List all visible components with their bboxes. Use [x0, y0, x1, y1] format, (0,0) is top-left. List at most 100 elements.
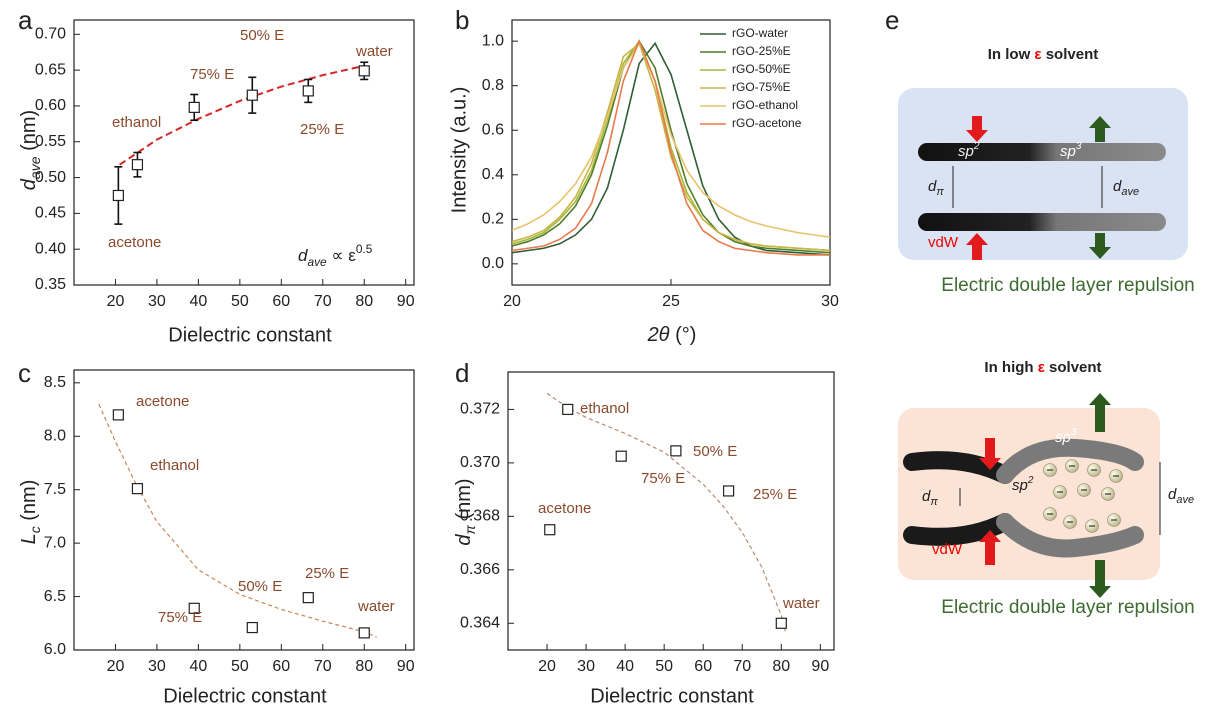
caption: Electric double layer repulsion	[941, 275, 1194, 296]
x-tick-label: 50	[231, 658, 249, 675]
graphene-layer	[996, 513, 1144, 558]
label-part: ave	[27, 156, 43, 179]
x-tick-label: 60	[272, 658, 290, 675]
series-line	[511, 42, 831, 252]
data-point	[562, 403, 574, 416]
y-tick-label: 0.4	[482, 166, 504, 183]
x-tick-label: 30	[821, 293, 839, 310]
force-arrow	[1089, 116, 1111, 142]
panel-label: a	[18, 5, 33, 35]
graphene-layer	[918, 213, 1166, 231]
y-tick-label: 0.55	[35, 133, 66, 150]
axis-label: dπ (nm)	[453, 478, 477, 545]
d-pi-label: dπ	[922, 488, 938, 508]
y-tick-label: 7.0	[44, 534, 66, 551]
y-tick-label: 0.2	[482, 211, 504, 228]
x-tick-label: 20	[107, 658, 125, 675]
label-part: (nm)	[18, 480, 40, 527]
diagram: e In low ε solvent sp2 sp3 dπ dave vdW E…	[885, 5, 1195, 618]
x-tick-label: 80	[355, 293, 373, 310]
graphene-layer	[918, 143, 1166, 161]
point-label: 75% E	[190, 66, 234, 83]
axis-label: Lc (nm)	[18, 480, 42, 545]
point-label: water	[355, 43, 393, 60]
plot-frame	[507, 371, 835, 651]
point-label: ethanol	[112, 114, 161, 131]
y-tick-label: 0.35	[35, 276, 66, 293]
y-tick-label: 6.5	[44, 588, 66, 605]
panel-label: c	[18, 358, 31, 388]
scheme-title: In high ε solvent	[984, 359, 1101, 376]
label-part: L	[18, 533, 40, 544]
data-point	[615, 450, 627, 462]
point-label: water	[782, 595, 820, 612]
x-tick-label: 70	[314, 658, 332, 675]
data-point	[112, 189, 124, 202]
x-tick-label: 40	[189, 658, 207, 675]
y-axis-label: Intensity (a.u.)	[448, 87, 470, 214]
data-point	[112, 409, 124, 421]
data-point	[544, 524, 556, 536]
fit-line	[546, 392, 786, 632]
x-tick-label: 30	[148, 658, 166, 675]
sp3-label: sp3	[1055, 427, 1077, 446]
panel-label: d	[455, 358, 469, 388]
force-arrow	[1089, 393, 1111, 432]
y-tick-label: 0.40	[35, 240, 66, 257]
x-axis-label: Dielectric constant	[168, 324, 332, 346]
x-tick-label: 70	[733, 658, 751, 675]
y-tick-label: 0.366	[460, 561, 500, 578]
y-tick-label: 8.5	[44, 374, 66, 391]
point-label: 50% E	[693, 443, 737, 460]
label-part: d	[18, 178, 40, 190]
y-tick-label: 0.0	[482, 255, 504, 272]
x-tick-label: 50	[655, 658, 673, 675]
x-tick-label: 60	[694, 658, 712, 675]
point-label: 75% E	[641, 470, 685, 487]
label-part: 0.5	[356, 242, 373, 256]
data-point	[302, 592, 314, 604]
point-label: 25% E	[753, 486, 797, 503]
label-part: ave	[307, 255, 327, 269]
y-tick-label: 0.8	[482, 77, 504, 94]
graphene-layer	[996, 438, 1144, 484]
data-point	[302, 85, 314, 97]
data-point	[358, 627, 370, 639]
d-ave-label: dave	[1113, 178, 1139, 198]
point-label: water	[357, 598, 395, 615]
point-label: 75% E	[158, 609, 202, 626]
legend-label: rGO-ethanol	[732, 98, 798, 112]
force-arrow	[1089, 560, 1111, 598]
legend-label: rGO-75%E	[732, 80, 791, 94]
x-tick-label: 80	[355, 658, 373, 675]
data-point	[188, 602, 200, 614]
point-label: acetone	[538, 500, 591, 517]
y-tick-label: 6.0	[44, 641, 66, 658]
caption: Electric double layer repulsion	[941, 597, 1194, 618]
y-tick-label: 0.372	[460, 401, 500, 418]
data-point	[670, 445, 682, 457]
x-tick-label: 90	[811, 658, 829, 675]
x-tick-label: 90	[397, 658, 415, 675]
x-tick-label: 25	[662, 293, 680, 310]
point-label: ethanol	[580, 400, 629, 417]
label-part: π	[462, 524, 478, 534]
x-tick-label: 30	[577, 658, 595, 675]
y-tick-label: 0.45	[35, 205, 66, 222]
x-tick-label: 90	[397, 293, 415, 310]
series-line	[511, 38, 830, 256]
y-tick-label: 0.70	[35, 26, 66, 43]
x-tick-label: 20	[503, 293, 521, 310]
x-tick-label: 50	[231, 293, 249, 310]
d-pi-label: dπ	[928, 178, 944, 198]
point-label: 25% E	[300, 121, 344, 138]
fit-line	[98, 403, 377, 638]
data-point	[246, 621, 258, 634]
vdw-label: vdW	[932, 541, 963, 558]
legend-label: rGO-25%E	[732, 44, 791, 58]
axis-label: dave (nm)	[18, 110, 42, 190]
sp3-label: sp3	[1060, 141, 1082, 160]
x-tick-label: 40	[616, 658, 634, 675]
scheme-title: In low ε solvent	[988, 46, 1098, 63]
